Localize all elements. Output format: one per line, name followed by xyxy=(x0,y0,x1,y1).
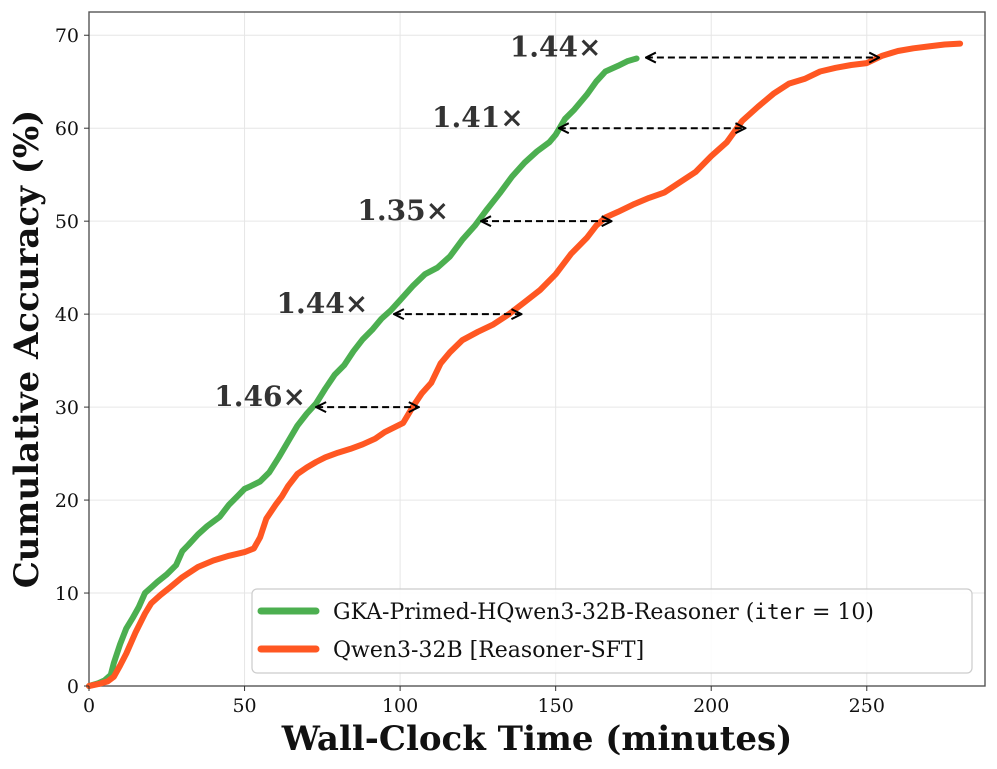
y-tick-label: 20 xyxy=(55,490,79,512)
x-tick-label: 150 xyxy=(538,695,574,717)
speedup-label: 1.41× xyxy=(432,101,524,134)
legend: GKA-Primed-HQwen3-32B-Reasoner (iter = 1… xyxy=(251,588,973,674)
legend-box xyxy=(251,588,973,674)
x-tick-label: 250 xyxy=(849,695,885,717)
y-tick-label: 10 xyxy=(55,583,79,605)
annotation-layer: 1.46× 1.44× 1.35× 1.41× 1.44× xyxy=(214,31,879,413)
legend-label-gka-code: iter xyxy=(754,600,805,624)
y-tick-label: 60 xyxy=(55,118,79,140)
plot-frame xyxy=(88,11,986,687)
y-tick-label: 70 xyxy=(55,25,79,47)
legend-label-gka-prefix: GKA-Primed-HQwen3-32B-Reasoner ( xyxy=(333,600,754,625)
speedup-label: 1.35× xyxy=(357,194,449,227)
y-tick-label: 40 xyxy=(55,304,79,326)
y-axis: 0 10 20 30 40 50 60 70 xyxy=(55,25,89,698)
x-tick-label: 100 xyxy=(382,695,418,717)
y-tick-label: 30 xyxy=(55,397,79,419)
x-tick-label: 50 xyxy=(232,695,256,717)
speedup-label: 1.44× xyxy=(510,31,602,64)
legend-label-qwen: Qwen3-32B [Reasoner-SFT] xyxy=(333,638,644,663)
legend-label-gka-suffix: = 10) xyxy=(805,600,874,625)
grid xyxy=(88,12,985,687)
speedup-label: 1.46× xyxy=(214,380,306,413)
legend-label-gka: GKA-Primed-HQwen3-32B-Reasoner (iter = 1… xyxy=(333,600,874,625)
series-layer xyxy=(86,40,964,689)
x-axis: 0 50 100 150 200 250 xyxy=(83,686,885,717)
series-line-0 xyxy=(86,55,640,689)
y-tick-label: 0 xyxy=(67,676,79,698)
x-tick-label: 0 xyxy=(83,695,95,717)
y-axis-title: Cumulative Accuracy (%) xyxy=(7,110,47,589)
speedup-label: 1.44× xyxy=(277,287,369,320)
x-axis-title: Wall-Clock Time (minutes) xyxy=(281,719,793,759)
y-tick-label: 50 xyxy=(55,211,79,233)
series-line-1 xyxy=(86,40,964,689)
x-tick-label: 200 xyxy=(693,695,729,717)
